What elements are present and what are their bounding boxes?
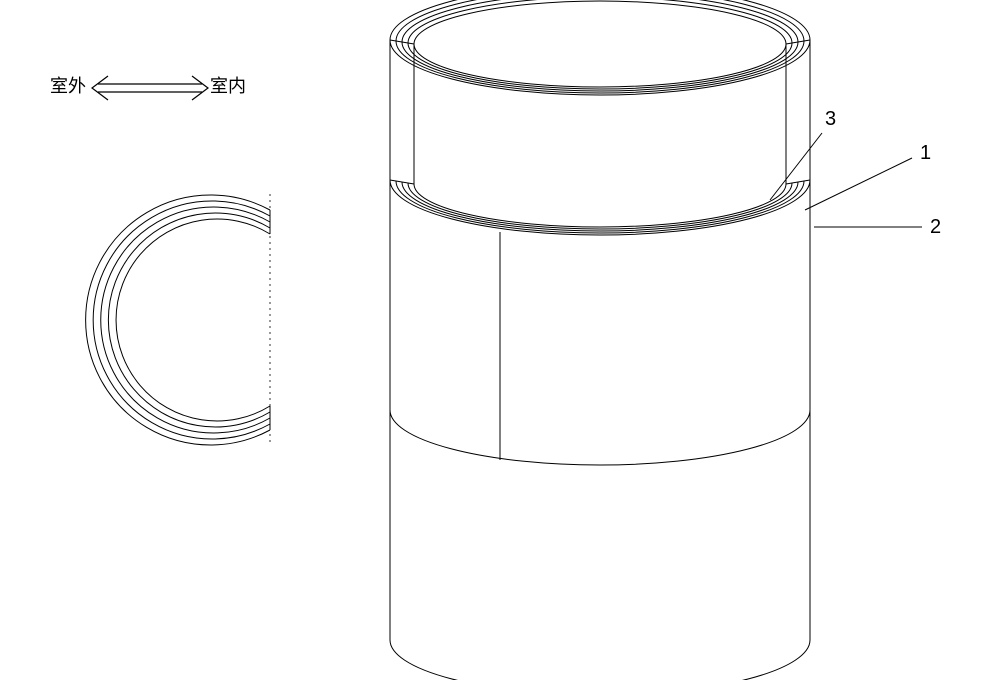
diagram-svg [0,0,1000,680]
callout-3: 3 [825,108,836,131]
indoor-label: 室内 [210,72,246,98]
callout-lines [770,133,922,227]
callout-1: 1 [920,142,931,165]
technical-diagram: 室外 室内 [0,0,1000,680]
direction-arrow-icon [92,76,208,100]
isometric-cylinder [390,0,810,680]
outdoor-label: 室外 [50,72,86,98]
callout-2: 2 [930,216,941,239]
top-view-arcs [86,194,270,446]
